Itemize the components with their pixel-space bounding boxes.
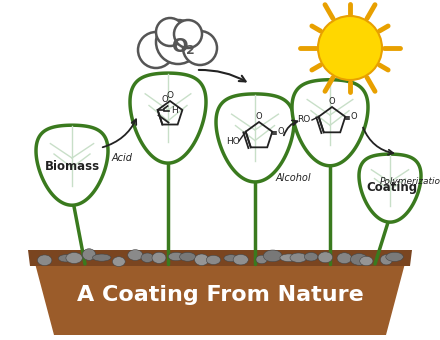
Ellipse shape — [224, 255, 238, 262]
Ellipse shape — [304, 253, 318, 261]
Ellipse shape — [318, 252, 333, 263]
Ellipse shape — [360, 256, 373, 266]
Ellipse shape — [92, 254, 111, 261]
Ellipse shape — [66, 253, 82, 264]
Text: HO: HO — [226, 137, 240, 147]
Text: H: H — [171, 106, 177, 116]
Text: O: O — [172, 36, 188, 55]
Text: Coating: Coating — [367, 182, 418, 194]
Text: O: O — [256, 112, 262, 121]
FancyArrowPatch shape — [103, 119, 136, 147]
Polygon shape — [32, 252, 408, 335]
Text: 2: 2 — [186, 44, 194, 56]
Circle shape — [183, 31, 217, 65]
Text: O: O — [161, 95, 168, 104]
Ellipse shape — [350, 254, 368, 265]
FancyArrowPatch shape — [363, 128, 393, 155]
Circle shape — [318, 16, 382, 80]
FancyArrowPatch shape — [199, 70, 246, 82]
Ellipse shape — [290, 253, 307, 262]
FancyArrowPatch shape — [284, 120, 297, 135]
Polygon shape — [130, 73, 206, 163]
Ellipse shape — [112, 257, 125, 267]
Circle shape — [174, 20, 202, 48]
Text: Acid: Acid — [111, 153, 132, 163]
Ellipse shape — [380, 255, 392, 265]
Text: Biomass: Biomass — [44, 159, 99, 172]
Circle shape — [138, 32, 174, 68]
Ellipse shape — [256, 255, 268, 264]
Ellipse shape — [194, 254, 209, 266]
Ellipse shape — [82, 249, 96, 260]
Circle shape — [156, 20, 200, 64]
Ellipse shape — [206, 255, 220, 265]
Ellipse shape — [233, 254, 248, 265]
Text: Polymerization: Polymerization — [380, 177, 440, 187]
Text: O: O — [277, 127, 284, 136]
Text: O: O — [166, 91, 173, 100]
Ellipse shape — [337, 253, 352, 264]
Ellipse shape — [37, 255, 52, 266]
Text: O: O — [329, 97, 335, 106]
Polygon shape — [28, 250, 412, 266]
Ellipse shape — [180, 252, 196, 261]
Ellipse shape — [169, 252, 184, 261]
Polygon shape — [36, 125, 108, 205]
Text: Alcohol: Alcohol — [275, 173, 311, 183]
Text: RO: RO — [297, 115, 311, 123]
Ellipse shape — [141, 253, 154, 262]
Polygon shape — [292, 80, 368, 166]
Circle shape — [156, 18, 184, 46]
Text: O: O — [350, 112, 357, 121]
Ellipse shape — [386, 252, 403, 261]
Ellipse shape — [152, 252, 166, 264]
Ellipse shape — [264, 250, 282, 262]
Polygon shape — [359, 154, 421, 222]
Ellipse shape — [59, 255, 73, 262]
Text: A Coating From Nature: A Coating From Nature — [77, 285, 363, 305]
Ellipse shape — [280, 254, 297, 261]
Polygon shape — [216, 94, 294, 182]
Ellipse shape — [128, 250, 143, 260]
